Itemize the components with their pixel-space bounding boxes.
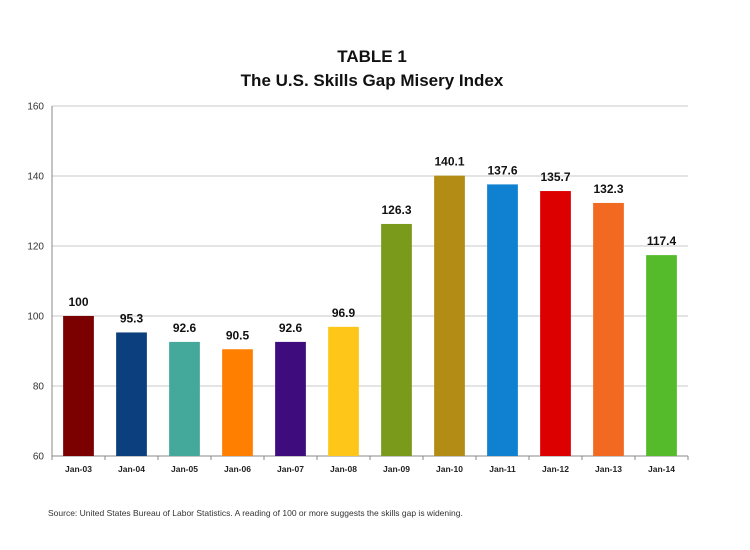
bar	[646, 255, 677, 456]
chart-subtitle: The U.S. Skills Gap Misery Index	[241, 71, 504, 90]
bar	[540, 191, 571, 457]
x-axis-ticks: Jan-03 Jan-04 Jan-05 Jan-06 Jan-07 Jan-08 Jan-…	[65, 464, 675, 474]
bar	[63, 316, 94, 456]
bar	[434, 175, 465, 456]
bars	[63, 175, 677, 457]
data-label: 92.6	[279, 321, 303, 335]
bar	[381, 223, 412, 456]
x-tick-label: Jan-03	[65, 464, 92, 474]
x-tick-label: Jan-11	[489, 464, 516, 474]
chart-title: TABLE 1	[337, 47, 407, 66]
data-label: 92.6	[173, 321, 197, 335]
x-tick-label: Jan-05	[171, 464, 198, 474]
source-note: Source: United States Bureau of Labor St…	[48, 508, 463, 518]
bar	[487, 184, 518, 456]
y-tick-label: 60	[33, 452, 45, 463]
bar	[328, 326, 359, 456]
bar	[222, 349, 253, 456]
x-tick-label: Jan-08	[330, 464, 357, 474]
data-labels: 100 95.3 92.6 90.5 92.6 96.9 126.3 140.1 137.6 13…	[68, 155, 676, 343]
x-tick-label: Jan-09	[383, 464, 410, 474]
data-label: 137.6	[487, 163, 517, 177]
data-label: 96.9	[332, 306, 356, 320]
x-tick-label: Jan-10	[436, 464, 463, 474]
data-label: 90.5	[226, 328, 250, 342]
axes	[51, 106, 689, 460]
data-label: 132.3	[593, 182, 623, 196]
y-tick-label: 100	[27, 312, 44, 323]
gridlines	[52, 105, 688, 457]
x-tick-label: Jan-13	[595, 464, 622, 474]
y-tick-label: 160	[27, 102, 44, 113]
data-label: 117.4	[647, 234, 677, 248]
x-tick-label: Jan-06	[224, 464, 251, 474]
y-axis-ticks: 60 80 100 120 140 160	[27, 102, 44, 463]
bar	[275, 341, 306, 456]
x-tick-label: Jan-07	[277, 464, 304, 474]
bar	[116, 332, 147, 456]
data-label: 100	[68, 295, 88, 309]
y-tick-label: 80	[33, 382, 45, 393]
bar	[169, 341, 200, 456]
bar	[593, 202, 624, 456]
data-label: 95.3	[120, 311, 144, 325]
y-tick-label: 140	[27, 172, 44, 183]
data-label: 126.3	[381, 203, 411, 217]
x-tick-label: Jan-04	[118, 464, 145, 474]
data-label: 140.1	[434, 155, 464, 169]
x-tick-label: Jan-14	[648, 464, 675, 474]
y-tick-label: 120	[27, 242, 44, 253]
x-tick-label: Jan-12	[542, 464, 569, 474]
data-label: 135.7	[540, 170, 570, 184]
